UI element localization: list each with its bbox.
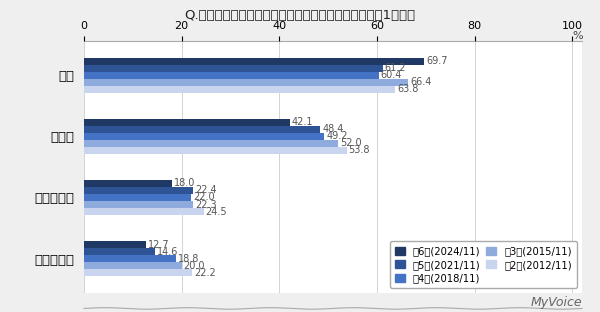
Bar	[84, 133, 324, 140]
Text: 24.5: 24.5	[206, 207, 227, 217]
Text: 42.1: 42.1	[292, 117, 313, 127]
Bar	[84, 194, 191, 201]
Text: 22.0: 22.0	[193, 193, 215, 202]
Text: 66.4: 66.4	[410, 77, 431, 87]
Bar	[84, 262, 182, 269]
Bar	[84, 119, 290, 126]
Bar	[84, 72, 379, 79]
Text: 53.8: 53.8	[349, 145, 370, 155]
Bar	[84, 187, 193, 194]
Text: 20.0: 20.0	[184, 261, 205, 271]
Text: 22.3: 22.3	[195, 199, 217, 209]
Bar	[84, 180, 172, 187]
Text: 22.4: 22.4	[196, 185, 217, 195]
Bar	[84, 86, 395, 93]
Text: 61.2: 61.2	[385, 63, 406, 73]
Text: MyVoice: MyVoice	[530, 296, 582, 309]
Bar	[84, 208, 203, 215]
Bar	[84, 147, 347, 154]
Text: Q.余暇時間を誰と過ごすことが多いですか？　（直近1年間）: Q.余暇時間を誰と過ごすことが多いですか？ （直近1年間）	[184, 9, 416, 22]
Text: 63.8: 63.8	[397, 84, 419, 94]
Text: 48.4: 48.4	[322, 124, 344, 134]
Bar	[84, 79, 408, 86]
Text: 14.6: 14.6	[157, 246, 179, 256]
Bar	[84, 248, 155, 255]
Legend: 第6回(2024/11), 第5回(2021/11), 第4回(2018/11), 第3回(2015/11), 第2回(2012/11): 第6回(2024/11), 第5回(2021/11), 第4回(2018/11)…	[390, 241, 577, 288]
Bar	[84, 126, 320, 133]
Bar	[84, 255, 176, 262]
Text: 52.0: 52.0	[340, 139, 361, 149]
Text: 60.4: 60.4	[381, 70, 402, 80]
Text: 49.2: 49.2	[326, 131, 347, 141]
Bar	[84, 201, 193, 208]
Bar	[84, 140, 338, 147]
Text: 69.7: 69.7	[426, 56, 448, 66]
Bar	[84, 58, 424, 65]
Bar	[84, 269, 193, 276]
Bar	[84, 241, 146, 248]
Text: %: %	[572, 31, 583, 41]
Bar	[84, 65, 383, 72]
Text: 22.2: 22.2	[194, 268, 216, 278]
Text: 18.0: 18.0	[174, 178, 195, 188]
Text: 12.7: 12.7	[148, 240, 170, 250]
Text: 18.8: 18.8	[178, 254, 199, 264]
